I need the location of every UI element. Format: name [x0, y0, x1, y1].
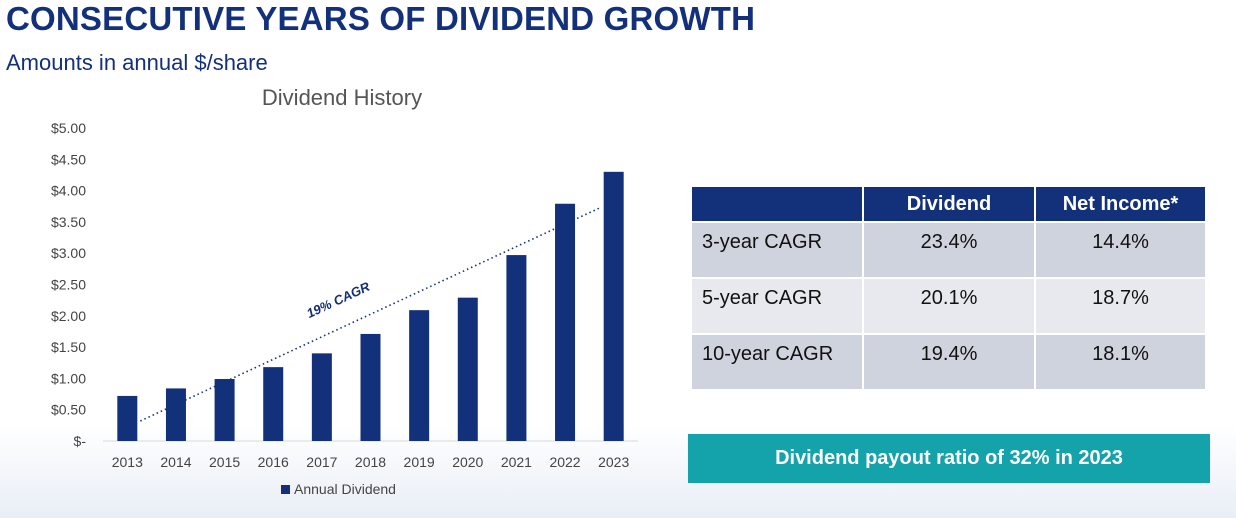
chart-title: Dividend History: [262, 85, 422, 110]
y-tick-label: $1.00: [51, 370, 86, 386]
y-tick-label: $0.50: [51, 402, 86, 418]
table-cell-dividend: 20.1%: [864, 277, 1036, 333]
y-tick-label: $4.50: [51, 151, 86, 167]
table-header-row: Dividend Net Income*: [692, 187, 1205, 221]
bar-2019: [409, 310, 430, 441]
y-tick-label: $1.50: [51, 339, 86, 355]
y-tick-label: $3.00: [51, 245, 86, 261]
page-subtitle: Amounts in annual $/share: [6, 50, 268, 75]
bar-2013: [117, 395, 138, 441]
legend-label: Annual Dividend: [294, 481, 396, 497]
bar-2023: [603, 171, 624, 441]
page-title: CONSECUTIVE YEARS OF DIVIDEND GROWTH: [6, 0, 756, 37]
bar-2021: [506, 255, 527, 441]
table-row: 5-year CAGR 20.1% 18.7%: [692, 277, 1205, 333]
bar-2022: [555, 203, 576, 441]
x-tick-label: 2014: [160, 454, 191, 470]
table-cell-net-income: 18.7%: [1036, 277, 1205, 333]
bar-2020: [457, 297, 478, 441]
table-cell-dividend: 19.4%: [864, 333, 1036, 389]
legend-swatch: [281, 485, 290, 494]
bar-2015: [214, 379, 235, 441]
x-tick-label: 2023: [598, 454, 629, 470]
dividend-history-chart: Dividend History $- $0.50 $1.00 $1.50 $2.00 $…: [51, 85, 638, 497]
table-cell-label: 10-year CAGR: [692, 333, 864, 389]
y-tick-label: $-: [74, 433, 87, 449]
table-cell-dividend: 23.4%: [864, 221, 1036, 277]
bar-2014: [165, 388, 186, 441]
table-row: 3-year CAGR 23.4% 14.4%: [692, 221, 1205, 277]
x-tick-label: 2021: [501, 454, 532, 470]
bar-2018: [360, 333, 381, 441]
x-tick-label: 2017: [306, 454, 337, 470]
table-cell-net-income: 14.4%: [1036, 221, 1205, 277]
x-tick-label: 2016: [258, 454, 289, 470]
bar-2017: [311, 353, 332, 441]
x-tick-label: 2022: [549, 454, 580, 470]
trendline-label: 19% CAGR: [304, 279, 372, 321]
table-cell-label: 5-year CAGR: [692, 277, 864, 333]
cagr-table: Dividend Net Income* 3-year CAGR 23.4% 1…: [692, 187, 1205, 389]
table-row: 10-year CAGR 19.4% 18.1%: [692, 333, 1205, 389]
table-header-net-income: Net Income*: [1036, 187, 1205, 221]
table-cell-net-income: 18.1%: [1036, 333, 1205, 389]
table-header-dividend: Dividend: [864, 187, 1036, 221]
payout-ratio-callout: Dividend payout ratio of 32% in 2023: [688, 434, 1210, 483]
y-tick-label: $3.50: [51, 214, 86, 230]
bar-2016: [263, 367, 284, 441]
table-cell-label: 3-year CAGR: [692, 221, 864, 277]
table-header-blank: [692, 187, 864, 221]
x-tick-label: 2019: [404, 454, 435, 470]
y-tick-label: $2.50: [51, 277, 86, 293]
y-tick-label: $5.00: [51, 120, 86, 136]
x-tick-label: 2013: [112, 454, 143, 470]
y-tick-label: $2.00: [51, 308, 86, 324]
x-tick-label: 2018: [355, 454, 386, 470]
x-tick-label: 2020: [452, 454, 483, 470]
x-tick-label: 2015: [209, 454, 240, 470]
y-tick-label: $4.00: [51, 183, 86, 199]
